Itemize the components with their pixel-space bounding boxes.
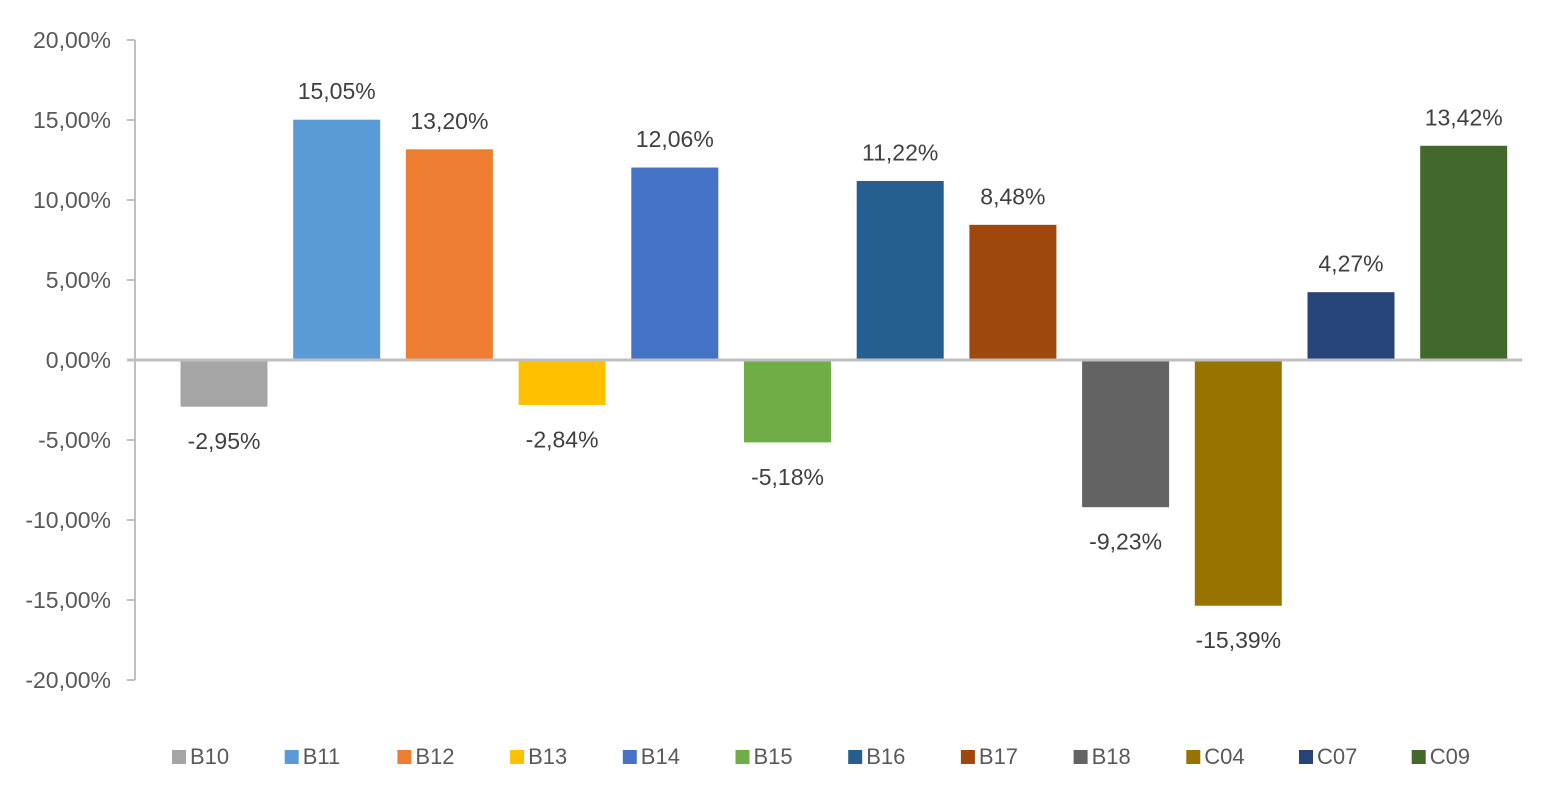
legend-label: B12 xyxy=(415,744,454,769)
legend-label: B11 xyxy=(303,744,341,769)
bar-b14 xyxy=(630,166,720,361)
y-tick-label: 20,00% xyxy=(33,27,111,53)
bar-b18 xyxy=(1081,359,1171,509)
legend-swatch xyxy=(172,750,186,764)
data-label-c04: -15,39% xyxy=(1195,627,1281,653)
legend-swatch xyxy=(510,750,525,764)
data-label-c07: 4,27% xyxy=(1318,251,1383,277)
legend-label: B13 xyxy=(528,744,567,769)
data-label-b14: 12,06% xyxy=(636,126,714,152)
legend-item-b14: B14 xyxy=(622,744,680,769)
bar-b17 xyxy=(968,223,1058,361)
legend-swatch xyxy=(1073,750,1088,764)
legend-item-b10: B10 xyxy=(172,744,229,769)
bar-c07 xyxy=(1306,291,1396,361)
legend-label: B18 xyxy=(1092,744,1131,769)
legend-label: B14 xyxy=(641,744,680,769)
bar-b12 xyxy=(404,148,494,361)
y-axis: 20,00% 15,00% 10,00% 5,00% 0,00% -5,00% -10,00… xyxy=(25,27,136,693)
y-tick-label: -20,00% xyxy=(25,667,111,693)
legend-swatch xyxy=(1411,750,1426,764)
bar-b15 xyxy=(743,359,832,444)
legend-label: B10 xyxy=(190,744,229,769)
legend-item-c07: C07 xyxy=(1299,744,1357,769)
legend-item-b18: B18 xyxy=(1073,744,1131,769)
legend-item-b12: B12 xyxy=(397,744,455,769)
data-label-b10: -2,95% xyxy=(188,428,261,454)
bar-c09 xyxy=(1419,144,1509,361)
y-tick-label: -15,00% xyxy=(25,587,111,613)
legend-label: B15 xyxy=(754,744,793,769)
y-tick-label: -5,00% xyxy=(38,427,111,453)
data-label-b12: 13,20% xyxy=(410,108,488,134)
legend-swatch xyxy=(284,750,299,764)
bar-b10 xyxy=(179,359,269,408)
legend-swatch xyxy=(622,750,637,764)
bars xyxy=(179,118,1509,607)
legend-swatch xyxy=(848,750,863,764)
y-tick-label: 10,00% xyxy=(33,187,111,213)
legend-label: C07 xyxy=(1317,744,1357,769)
y-tick-label: 15,00% xyxy=(33,107,111,133)
y-tick-label: 0,00% xyxy=(46,347,111,373)
data-label-b11: 15,05% xyxy=(298,78,376,104)
bar-c04 xyxy=(1193,359,1283,607)
bar-b13 xyxy=(517,359,607,406)
data-label-b16: 11,22% xyxy=(862,139,938,165)
legend-swatch xyxy=(1186,750,1201,764)
bar-b16 xyxy=(855,179,945,361)
legend-swatch xyxy=(735,750,750,764)
legend-label: B17 xyxy=(979,744,1018,769)
bar-b11 xyxy=(292,118,382,361)
legend-swatch xyxy=(960,750,975,764)
data-label-b13: -2,84% xyxy=(526,426,599,452)
legend-label: B16 xyxy=(866,744,905,769)
legend-swatch xyxy=(1299,750,1313,764)
legend-label: C04 xyxy=(1204,744,1244,769)
legend-item-b11: B11 xyxy=(284,744,341,769)
legend-swatch xyxy=(397,750,412,764)
legend-item-b16: B16 xyxy=(848,744,905,769)
data-label-b15: -5,18% xyxy=(751,464,824,490)
data-label-b18: -9,23% xyxy=(1089,529,1162,555)
data-label-c09: 13,42% xyxy=(1425,104,1503,130)
legend-item-c09: C09 xyxy=(1411,744,1470,769)
legend-item-b15: B15 xyxy=(735,744,793,769)
legend-item-b17: B17 xyxy=(960,744,1018,769)
legend: B10 B11 B12 B13 B14 B15 B16 B17 B18 C04 C07 C09 xyxy=(172,744,1470,769)
legend-label: C09 xyxy=(1430,744,1470,769)
data-labels: -2,95% 15,05% 13,20% -2,84% 12,06% -5,18% 11,2… xyxy=(188,78,1503,653)
y-tick-label: 5,00% xyxy=(46,267,111,293)
data-label-b17: 8,48% xyxy=(980,183,1045,209)
y-tick-label: -10,00% xyxy=(25,507,111,533)
legend-item-c04: C04 xyxy=(1186,744,1245,769)
legend-item-b13: B13 xyxy=(510,744,567,769)
